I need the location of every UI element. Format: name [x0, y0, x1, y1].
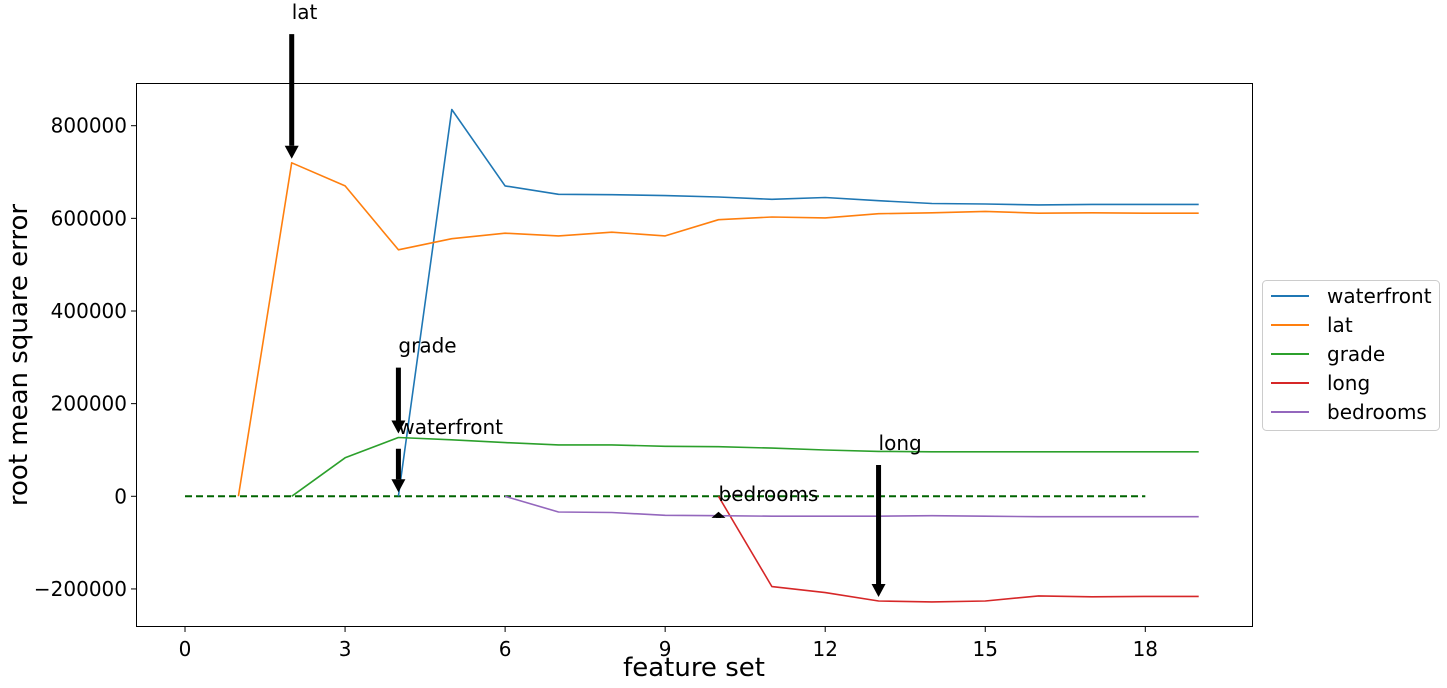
plot-frame	[136, 83, 1253, 627]
axis-ticks: 0 3 6 9 12 15 18 −200000 0 200000 400000 600000 8000…	[34, 114, 1158, 661]
x-tick-label: 0	[179, 637, 192, 661]
y-tick-label: 0	[114, 484, 127, 508]
y-tick-label: 400000	[51, 299, 127, 323]
x-tick-label: 18	[1133, 637, 1158, 661]
annotation-label: long	[879, 431, 922, 455]
legend-label: lat	[1327, 313, 1353, 337]
x-tick-label: 12	[812, 637, 837, 661]
annotation-arrow-head	[284, 145, 299, 159]
annotation-arrow-head	[711, 511, 726, 518]
legend-label: grade	[1327, 342, 1385, 366]
x-axis-title: feature set	[623, 653, 765, 683]
y-tick-label: 600000	[51, 206, 127, 230]
series-line-grade	[291, 436, 1199, 497]
annotation-arrow-head	[391, 479, 406, 493]
legend-label: bedrooms	[1327, 400, 1427, 424]
y-axis-title: root mean square error	[4, 204, 34, 506]
annotation-arrow-head	[391, 420, 406, 434]
series-line-waterfront	[397, 108, 1199, 497]
legend-frame	[1262, 280, 1440, 431]
annotation-label: bedrooms	[719, 482, 819, 506]
y-tick-label: −200000	[34, 577, 127, 601]
x-tick-label: 15	[973, 637, 998, 661]
legend-label: waterfront	[1327, 284, 1432, 308]
y-tick-label: 200000	[51, 392, 127, 416]
annotations: lat grade waterfront bedrooms long	[284, 0, 922, 597]
legend: waterfront lat grade long bedrooms	[1262, 280, 1440, 431]
legend-label: long	[1327, 371, 1370, 395]
legend-entries: waterfront lat grade long bedrooms	[1271, 284, 1432, 424]
x-tick-label: 3	[339, 637, 352, 661]
series-line-long	[717, 495, 1199, 603]
x-tick-label: 9	[659, 637, 672, 661]
annotation-label: grade	[398, 334, 456, 358]
y-tick-label: 800000	[51, 114, 127, 138]
series-lines	[185, 108, 1199, 603]
annotation-arrow-head	[871, 583, 886, 597]
x-tick-label: 6	[499, 637, 512, 661]
series-line-lat	[237, 162, 1199, 497]
series-line-bedrooms	[504, 495, 1199, 518]
annotation-label: lat	[292, 0, 318, 24]
annotation-label: waterfront	[398, 415, 503, 439]
